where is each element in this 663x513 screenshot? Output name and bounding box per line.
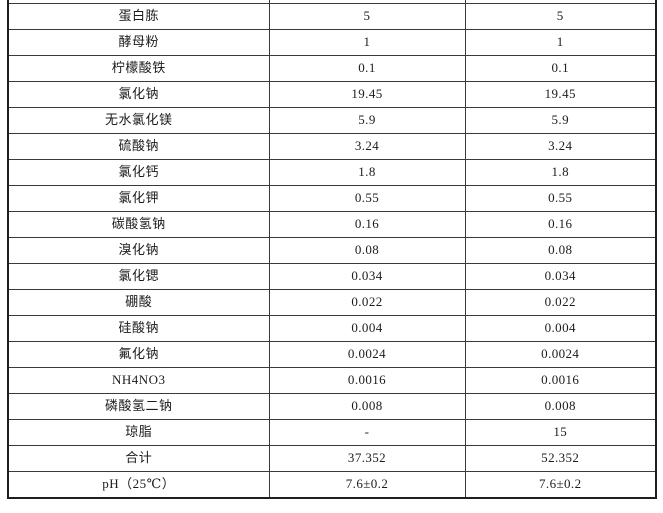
ingredient-cell: 氟化钠 <box>7 341 270 368</box>
amount-cell-2: 5.9 <box>464 107 657 134</box>
table-row: 磷酸氢二钠 0.008 0.008 <box>7 393 657 420</box>
table-body: 蛋白胨 5 5 酵母粉 1 1 柠檬酸铁 0.1 0.1 氯化钠 19.45 19.45 无水氯化镁 5.… <box>7 0 657 499</box>
amount-cell-2: 0.004 <box>464 315 657 342</box>
ingredient-cell: 磷酸氢二钠 <box>7 393 270 420</box>
table-row: 柠檬酸铁 0.1 0.1 <box>7 55 657 82</box>
medium-composition-table: 蛋白胨 5 5 酵母粉 1 1 柠檬酸铁 0.1 0.1 氯化钠 19.45 19.45 无水氯化镁 5.… <box>7 0 657 499</box>
ingredient-cell: 柠檬酸铁 <box>7 55 270 82</box>
ingredient-cell: 氯化钙 <box>7 159 270 186</box>
table-row: 硼酸 0.022 0.022 <box>7 289 657 316</box>
amount-cell-1: 3.24 <box>268 133 466 160</box>
table-row: pH（25℃） 7.6±0.2 7.6±0.2 <box>7 471 657 499</box>
amount-cell-1: 0.16 <box>268 211 466 238</box>
table-row: 氟化钠 0.0024 0.0024 <box>7 341 657 368</box>
ingredient-cell: 氯化锶 <box>7 263 270 290</box>
amount-cell-1: 7.6±0.2 <box>268 471 466 499</box>
table-row: 氯化钙 1.8 1.8 <box>7 159 657 186</box>
table-row: 氯化钠 19.45 19.45 <box>7 81 657 108</box>
table-row: 氯化钾 0.55 0.55 <box>7 185 657 212</box>
amount-cell-1: 0.004 <box>268 315 466 342</box>
amount-cell-2: 0.16 <box>464 211 657 238</box>
ingredient-cell: 蛋白胨 <box>7 3 270 30</box>
amount-cell-2: 0.0016 <box>464 367 657 394</box>
ingredient-cell: 碳酸氢钠 <box>7 211 270 238</box>
ingredient-cell: 合计 <box>7 445 270 472</box>
amount-cell-1: 0.0024 <box>268 341 466 368</box>
table-row: 溴化钠 0.08 0.08 <box>7 237 657 264</box>
ingredient-cell: 酵母粉 <box>7 29 270 56</box>
table-row: 碳酸氢钠 0.16 0.16 <box>7 211 657 238</box>
amount-cell-2: 7.6±0.2 <box>464 471 657 499</box>
ingredient-cell: 琼脂 <box>7 419 270 446</box>
ingredient-cell: 溴化钠 <box>7 237 270 264</box>
amount-cell-1: 0.034 <box>268 263 466 290</box>
amount-cell-2: 0.55 <box>464 185 657 212</box>
table-row: 无水氯化镁 5.9 5.9 <box>7 107 657 134</box>
ingredient-cell: pH（25℃） <box>7 471 270 499</box>
amount-cell-2: 15 <box>464 419 657 446</box>
amount-cell-1: 0.0016 <box>268 367 466 394</box>
amount-cell-2: 0.034 <box>464 263 657 290</box>
table-row: 蛋白胨 5 5 <box>7 3 657 30</box>
ingredient-cell: 硼酸 <box>7 289 270 316</box>
amount-cell-2: 52.352 <box>464 445 657 472</box>
amount-cell-1: 0.008 <box>268 393 466 420</box>
amount-cell-1: 0.1 <box>268 55 466 82</box>
amount-cell-1: 0.55 <box>268 185 466 212</box>
amount-cell-1: 37.352 <box>268 445 466 472</box>
amount-cell-2: 0.0024 <box>464 341 657 368</box>
amount-cell-2: 19.45 <box>464 81 657 108</box>
table-row: 合计 37.352 52.352 <box>7 445 657 472</box>
amount-cell-2: 0.022 <box>464 289 657 316</box>
ingredient-cell: 无水氯化镁 <box>7 107 270 134</box>
amount-cell-2: 0.008 <box>464 393 657 420</box>
amount-cell-1: 1.8 <box>268 159 466 186</box>
table-row: 硫酸钠 3.24 3.24 <box>7 133 657 160</box>
amount-cell-1: 0.08 <box>268 237 466 264</box>
ingredient-cell: 氯化钾 <box>7 185 270 212</box>
table-row: 氯化锶 0.034 0.034 <box>7 263 657 290</box>
table-row: 酵母粉 1 1 <box>7 29 657 56</box>
table-row: NH4NO3 0.0016 0.0016 <box>7 367 657 394</box>
amount-cell-1: - <box>268 419 466 446</box>
ingredient-cell: 氯化钠 <box>7 81 270 108</box>
ingredient-cell: 硫酸钠 <box>7 133 270 160</box>
amount-cell-2: 1 <box>464 29 657 56</box>
ingredient-cell: 硅酸钠 <box>7 315 270 342</box>
amount-cell-2: 1.8 <box>464 159 657 186</box>
amount-cell-2: 0.08 <box>464 237 657 264</box>
amount-cell-2: 3.24 <box>464 133 657 160</box>
table-row: 琼脂 -15 <box>7 419 657 446</box>
amount-cell-1: 1 <box>268 29 466 56</box>
amount-cell-1: 5.9 <box>268 107 466 134</box>
amount-cell-2: 0.1 <box>464 55 657 82</box>
amount-cell-1: 0.022 <box>268 289 466 316</box>
ingredient-cell: NH4NO3 <box>7 367 270 394</box>
amount-cell-2: 5 <box>464 3 657 30</box>
table-row: 硅酸钠 0.004 0.004 <box>7 315 657 342</box>
amount-cell-1: 5 <box>268 3 466 30</box>
amount-cell-1: 19.45 <box>268 81 466 108</box>
